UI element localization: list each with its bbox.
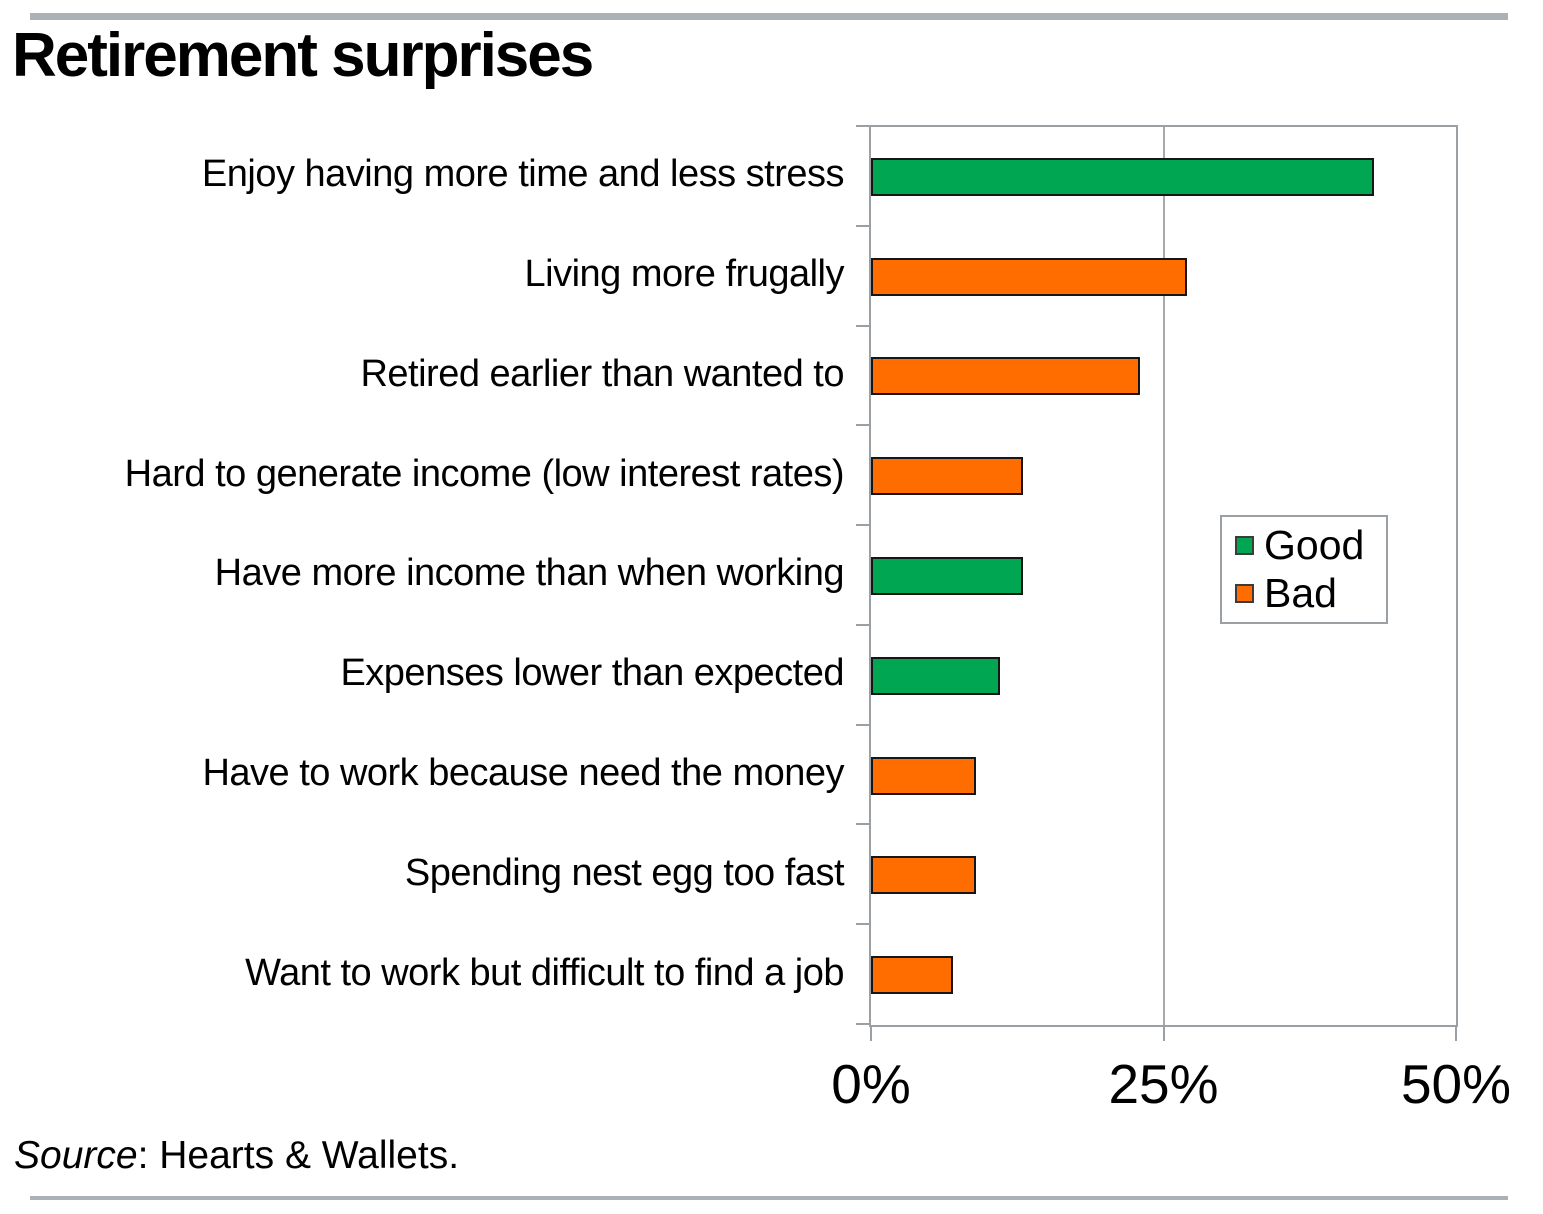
category-label: Expenses lower than expected <box>340 652 844 695</box>
y-axis-tick <box>856 324 869 327</box>
x-axis-tick <box>1162 1027 1165 1041</box>
source-label: Source <box>14 1134 138 1177</box>
bar-row <box>871 327 1456 427</box>
category-label: Spending nest egg too fast <box>404 851 845 894</box>
y-axis-tick <box>856 125 869 127</box>
x-axis-tick-label: 0% <box>831 1053 911 1115</box>
category-label: Want to work but difficult to find a job <box>245 951 844 994</box>
bottom-divider-rule <box>30 1196 1508 1200</box>
bar-bad <box>871 756 977 795</box>
bar-row <box>871 426 1456 526</box>
y-axis-tick <box>856 424 869 427</box>
gridline-25 <box>1162 127 1165 1025</box>
bar-good <box>871 656 1000 695</box>
legend: Good Bad <box>1220 515 1388 624</box>
bar-bad <box>871 856 977 895</box>
y-axis-tick <box>856 923 869 926</box>
category-label: Have more income than when working <box>214 552 845 595</box>
category-label: Hard to generate income (low interest ra… <box>124 452 845 495</box>
bar-row <box>871 526 1456 626</box>
legend-swatch-icon <box>1235 535 1254 555</box>
category-label: Retired earlier than wanted to <box>360 352 844 395</box>
bar-row <box>871 626 1456 726</box>
bar-row <box>871 127 1456 227</box>
x-axis-tick <box>1455 1027 1457 1041</box>
y-axis-tick <box>856 224 869 227</box>
legend-item-good: Good <box>1235 521 1386 568</box>
category-axis-labels: Enjoy having more time and less stress Li… <box>0 125 868 1027</box>
top-divider-rule <box>30 13 1508 20</box>
bar-row <box>871 227 1456 327</box>
source-note: Source: Hearts & Wallets. <box>14 1134 459 1178</box>
bar-bad <box>871 357 1141 396</box>
bar-row <box>871 825 1456 925</box>
bar-bad <box>871 457 1024 496</box>
legend-label: Good <box>1264 521 1365 568</box>
x-axis-tick-label: 25% <box>1108 1053 1219 1115</box>
bar-row <box>871 925 1456 1025</box>
legend-swatch-icon <box>1235 584 1254 604</box>
bar-good <box>871 556 1024 595</box>
y-axis-tick <box>856 723 869 726</box>
legend-label: Bad <box>1264 570 1337 617</box>
category-label: Have to work because need the money <box>202 752 844 795</box>
bar-bad <box>871 956 953 995</box>
category-label: Enjoy having more time and less stress <box>201 153 845 196</box>
legend-item-bad: Bad <box>1235 573 1386 614</box>
y-axis-tick <box>856 524 869 527</box>
bar-row <box>871 726 1456 826</box>
y-axis-tick <box>856 1023 869 1025</box>
category-label: Living more frugally <box>524 253 845 296</box>
bar-bad <box>871 257 1187 296</box>
chart-title: Retirement surprises <box>12 21 594 90</box>
y-axis-tick <box>856 823 869 826</box>
x-axis-tick <box>870 1027 872 1041</box>
y-axis-tick <box>856 623 869 626</box>
bar-good <box>871 157 1375 196</box>
x-axis-tick-label: 50% <box>1400 1053 1512 1115</box>
source-text: : Hearts & Wallets. <box>137 1134 460 1177</box>
